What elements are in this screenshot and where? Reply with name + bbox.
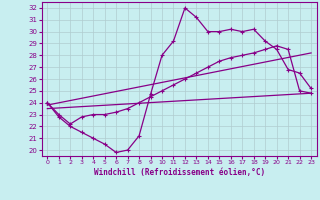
X-axis label: Windchill (Refroidissement éolien,°C): Windchill (Refroidissement éolien,°C) <box>94 168 265 177</box>
